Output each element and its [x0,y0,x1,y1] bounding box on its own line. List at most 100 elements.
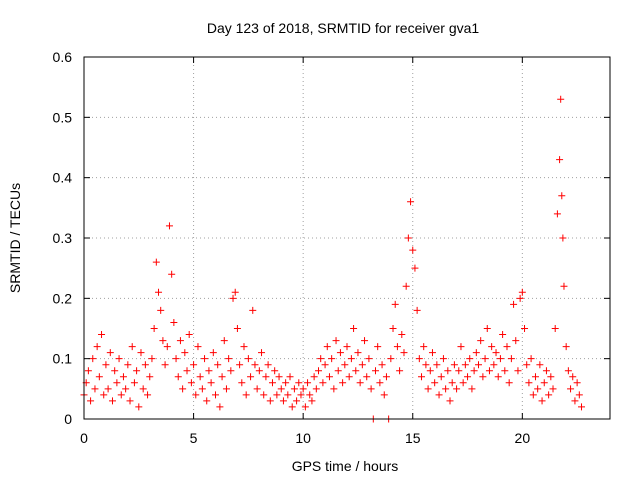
data-point [542,367,550,375]
data-point [437,373,445,381]
data-point [139,385,147,393]
data-point [475,361,482,369]
data-point [380,391,388,399]
data-point [536,361,544,369]
data-point [402,282,410,290]
data-point [185,331,193,339]
data-point [325,373,333,381]
data-point [472,349,480,357]
y-tick-label: 0.1 [53,351,73,367]
data-point [319,379,327,387]
data-point [431,379,439,387]
data-point [126,397,134,405]
data-point [161,361,169,369]
data-point [549,385,557,393]
x-tick-label: 0 [80,430,88,446]
data-point [233,325,241,332]
data-point [459,379,467,387]
data-point [183,367,191,375]
data-point [352,367,360,375]
data-point [297,391,305,399]
x-tick-label: 10 [295,430,311,446]
data-point [560,282,568,290]
data-point [345,373,353,381]
data-point [198,385,206,393]
data-point [216,403,224,411]
data-point [557,95,565,103]
data-point [249,306,257,314]
data-point [426,367,434,375]
data-point [448,379,456,387]
y-tick-label: 0.6 [53,49,73,65]
data-point [492,349,500,357]
data-point [113,379,121,387]
data-point [531,373,539,381]
data-point [446,397,454,405]
data-point [571,397,579,405]
data-point [102,361,110,369]
data-point [203,397,211,405]
data-points [80,95,586,423]
data-point [578,403,586,411]
data-point [266,397,274,405]
data-point [553,210,561,218]
data-point [518,288,526,296]
data-point [247,373,255,381]
data-point [144,391,152,399]
data-point [455,367,463,375]
data-point [163,343,171,351]
data-point [194,343,202,351]
data-point [464,373,472,381]
data-point [222,385,230,393]
data-point [293,397,301,405]
data-point [547,373,555,381]
data-point [400,349,408,357]
data-point [525,379,533,387]
data-point [534,385,542,393]
data-point [341,361,349,369]
data-point [562,343,570,351]
data-point [111,367,119,375]
chart-title: Day 123 of 2018, SRMTID for receiver gva… [207,20,480,36]
data-point [398,331,406,339]
data-point [334,367,342,375]
data-point [271,367,279,375]
data-point [461,361,469,369]
data-point [201,355,209,363]
data-point [391,300,399,308]
data-point [575,391,583,399]
data-point [209,349,217,357]
data-point [214,361,222,369]
data-point [411,264,419,272]
axis-tick-labels: 0 5 10 15 20 0 0.1 0.2 0.3 0.4 0.5 0.6 [53,49,531,446]
data-point [343,343,351,351]
data-point [187,379,195,387]
data-point [315,367,323,375]
y-tick-label: 0.4 [53,170,73,186]
y-tick-label: 0.3 [53,230,73,246]
data-point [503,343,511,351]
data-point [179,385,187,393]
data-point [354,349,362,357]
data-point [435,391,443,399]
data-point [485,367,493,375]
data-point [512,337,520,345]
data-point [538,397,546,405]
data-point [253,385,261,393]
data-point [277,385,285,393]
data-point [100,391,108,399]
data-point [260,391,268,399]
data-point [510,300,518,308]
data-point [275,373,283,381]
data-point [196,373,204,381]
data-point [192,391,200,399]
data-point [389,325,397,332]
data-point [409,246,417,254]
data-point [347,355,355,363]
data-point [205,367,213,375]
data-point [317,355,325,363]
data-point [514,367,522,375]
data-point [128,343,136,351]
data-point [564,367,572,375]
